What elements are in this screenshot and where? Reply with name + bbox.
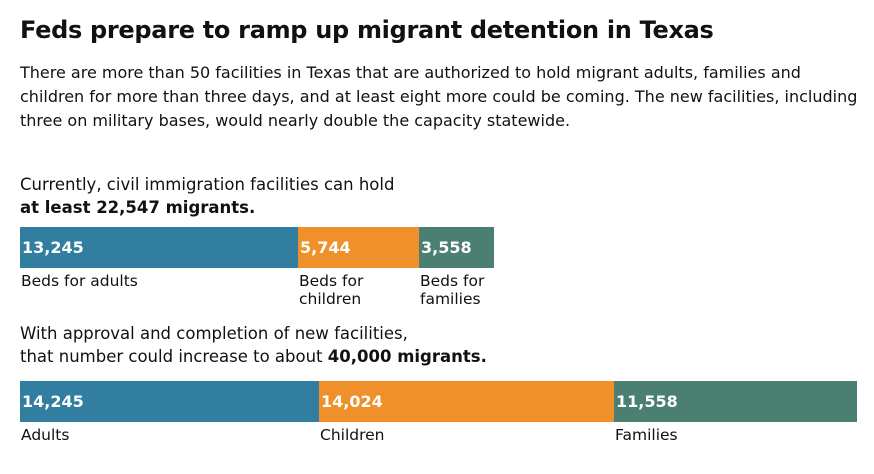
current-capacity-bar: 13,245 5,744 3,558 (20, 227, 494, 268)
category-label-families: Families (615, 426, 678, 444)
bar-segment-adults: 13,245 (20, 227, 298, 268)
category-label-adults: Beds for adults (21, 272, 138, 290)
future-capacity-bar: 14,245 14,024 11,558 (20, 381, 857, 422)
value-label-families: 11,558 (616, 392, 678, 411)
future-intro-total: that number could increase to about 40,0… (20, 347, 487, 366)
category-label-families: Beds for families (420, 272, 485, 308)
future-capacity-intro: With approval and completion of new faci… (20, 322, 487, 368)
chart-title: Feds prepare to ramp up migrant detentio… (20, 16, 714, 44)
value-label-children: 14,024 (321, 392, 383, 411)
category-label-children: Children (320, 426, 385, 444)
future-intro-line: With approval and completion of new faci… (20, 324, 408, 343)
chart-subtitle: There are more than 50 facilities in Tex… (20, 63, 858, 130)
bar-segment-families: 3,558 (419, 227, 494, 268)
value-label-adults: 13,245 (22, 238, 84, 257)
value-label-children: 5,744 (300, 238, 351, 257)
current-intro-total: at least 22,547 migrants. (20, 198, 256, 217)
bar-segment-children: 5,744 (298, 227, 419, 268)
category-label-adults: Adults (21, 426, 70, 444)
bar-segment-families: 11,558 (614, 381, 857, 422)
current-capacity-intro: Currently, civil immigration facilities … (20, 173, 394, 219)
value-label-adults: 14,245 (22, 392, 84, 411)
category-label-children: Beds for children (299, 272, 364, 308)
bar-segment-children: 14,024 (319, 381, 614, 422)
value-label-families: 3,558 (421, 238, 472, 257)
bar-segment-adults: 14,245 (20, 381, 319, 422)
current-intro-line: Currently, civil immigration facilities … (20, 175, 395, 194)
